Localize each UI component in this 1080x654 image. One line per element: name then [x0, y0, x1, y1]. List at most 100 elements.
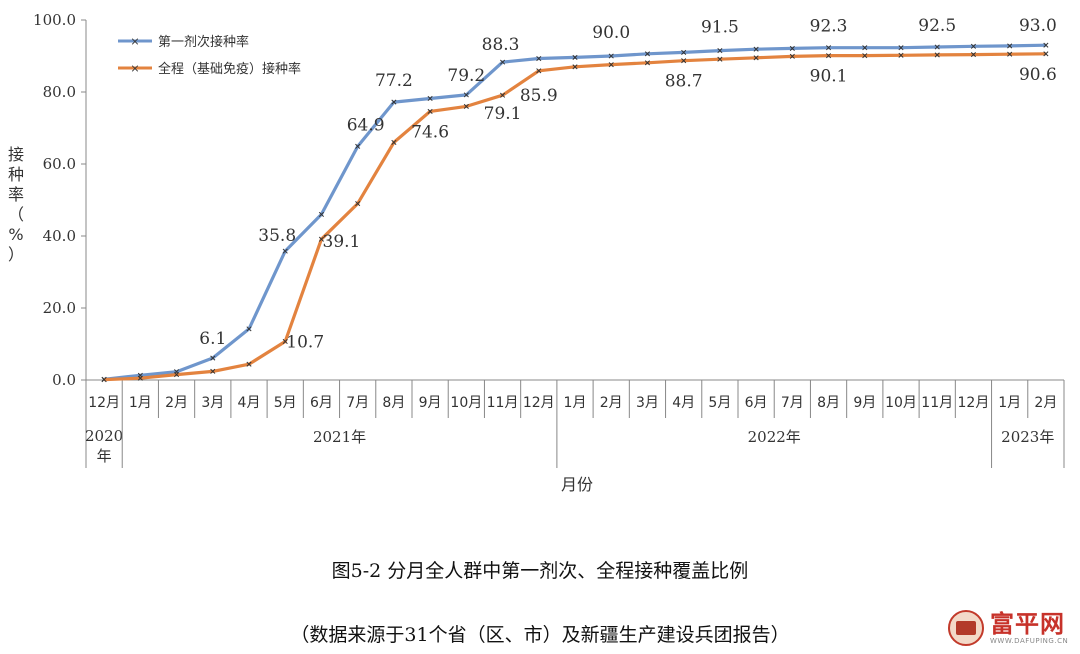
- data-point: [970, 43, 976, 49]
- x-tick-label-month: 7月: [346, 395, 369, 411]
- y-tick-label: 100.0: [33, 11, 76, 29]
- data-label-full-course: 90.1: [810, 67, 848, 87]
- data-point: [1043, 51, 1049, 57]
- year-label: 2023年: [1001, 428, 1054, 446]
- y-axis-title-char: %: [8, 225, 23, 244]
- data-point: [572, 64, 578, 70]
- data-point: [318, 211, 324, 217]
- x-tick-label-month: 9月: [853, 395, 876, 411]
- x-tick-label-month: 7月: [781, 395, 804, 411]
- data-label-first-dose: 91.5: [701, 18, 739, 38]
- y-axis: 0.0 20.0 40.0 60.0 80.0 100.0: [33, 11, 87, 389]
- year-label: 2022年: [748, 428, 801, 446]
- year-label-suffix: 年: [97, 447, 112, 465]
- y-tick-label: 60.0: [43, 155, 76, 173]
- data-point: [1043, 42, 1049, 48]
- x-tick-label-month: 2月: [1034, 395, 1057, 411]
- data-point: [644, 51, 650, 57]
- data-label-full-course: 85.9: [520, 86, 558, 106]
- watermark-name: 富平网: [990, 610, 1065, 638]
- data-point: [789, 45, 795, 51]
- data-point: [1007, 51, 1013, 57]
- x-tick-label-month: 5月: [708, 395, 731, 411]
- data-point: [862, 53, 868, 59]
- data-label-full-course: 88.7: [665, 72, 703, 92]
- x-tick-label-month: 6月: [745, 395, 768, 411]
- data-point: [608, 62, 614, 68]
- data-point: [717, 48, 723, 54]
- data-label-first-dose: 77.2: [375, 71, 413, 91]
- y-tick-label: 80.0: [43, 83, 76, 101]
- y-axis-title-text: 接种率（%）: [8, 145, 24, 264]
- x-tick-label-month: 1月: [564, 395, 587, 411]
- data-point: [355, 143, 361, 149]
- year-label: 2021年: [313, 428, 366, 446]
- series-lines: [101, 42, 1049, 383]
- legend: × 第一剂次接种率 × 全程（基础免疫）接种率: [118, 34, 301, 77]
- x-tick-label-month: 10月: [885, 395, 917, 411]
- data-point: [210, 368, 216, 374]
- data-label-full-course: 10.7: [286, 332, 324, 352]
- data-point: [826, 45, 832, 51]
- data-point: [101, 377, 107, 383]
- data-point: [681, 49, 687, 55]
- series-line-0: [103, 43, 1046, 381]
- data-point: [427, 95, 433, 102]
- x-axis-title: 月份: [561, 475, 593, 494]
- data-point: [898, 45, 904, 51]
- x-tick-label-month: 8月: [817, 395, 840, 411]
- data-point: [1007, 43, 1013, 49]
- y-axis-title-char: ）: [8, 245, 24, 264]
- data-point: [500, 92, 506, 98]
- data-point: [898, 52, 904, 58]
- data-point: [463, 103, 469, 109]
- y-axis-title-char: 种: [8, 165, 24, 184]
- data-point: [934, 44, 940, 50]
- x-tick-label-month: 2月: [165, 395, 188, 411]
- x-tick-label-month: 1月: [129, 395, 152, 411]
- x-tick-label-month: 4月: [672, 395, 695, 411]
- vaccination-line-chart: 0.0 20.0 40.0 60.0 80.0 100.0 12月 1月 2月 3月 4月 5月 6月…: [8, 11, 1065, 494]
- data-label-full-course: 39.1: [323, 232, 361, 252]
- data-label-first-dose: 92.3: [810, 17, 848, 37]
- legend-marker-full-course: ×: [130, 62, 139, 75]
- site-watermark: 富平网 WWW.DAFUPING.CN: [948, 610, 1068, 646]
- data-point: [282, 338, 288, 345]
- data-label-first-dose: 92.5: [918, 16, 956, 36]
- data-point: [500, 59, 506, 65]
- x-tick-label-month: 12月: [958, 395, 990, 411]
- y-tick-label: 0.0: [52, 371, 76, 389]
- data-point: [644, 60, 650, 66]
- x-tick-label-month: 4月: [238, 395, 261, 411]
- watermark-url: WWW.DAFUPING.CN: [990, 637, 1069, 645]
- x-tick-label-month: 2月: [600, 395, 623, 411]
- x-tick-label-month: 6月: [310, 395, 333, 411]
- data-point: [282, 248, 288, 254]
- data-point: [608, 53, 614, 59]
- data-label-first-dose: 93.0: [1019, 16, 1057, 36]
- year-label: 2020: [85, 427, 123, 445]
- x-tick-label-month: 12月: [523, 395, 555, 411]
- data-point: [536, 55, 542, 62]
- data-point: [572, 54, 578, 60]
- data-point: [391, 99, 397, 105]
- data-label-first-dose: 6.1: [199, 329, 226, 349]
- y-tick-label: 40.0: [43, 227, 76, 245]
- x-axis: 12月 1月 2月 3月 4月 5月 6月 7月 8月 9月 10月 11月 12月 1月 2月 3月 4月 5月…: [85, 379, 1065, 468]
- y-axis-title-char: 接: [8, 145, 24, 164]
- legend-label-full-course: 全程（基础免疫）接种率: [158, 61, 301, 77]
- x-tick-label-month: 1月: [998, 395, 1021, 411]
- y-axis-title: 接种率（%）: [8, 145, 24, 264]
- x-tick-label-month: 8月: [382, 395, 405, 411]
- data-label-full-course: 79.1: [484, 104, 522, 124]
- figure-source-note: （数据来源于31个省（区、市）及新疆生产建设兵团报告）: [290, 624, 790, 646]
- x-tick-label-month: 11月: [921, 395, 953, 411]
- y-tick-label: 20.0: [43, 299, 76, 317]
- data-labels: 6.1 35.8 64.9 77.2 79.2 88.3 90.0 91.5 92.3 92.5 9…: [199, 16, 1057, 352]
- data-label-first-dose: 64.9: [347, 115, 385, 135]
- data-label-first-dose: 79.2: [447, 66, 485, 86]
- y-axis-title-char: （: [8, 205, 24, 224]
- data-label-first-dose: 35.8: [258, 226, 296, 246]
- data-point: [210, 355, 216, 361]
- figure-caption: 图5-2 分月全人群中第一剂次、全程接种覆盖比例: [331, 560, 749, 582]
